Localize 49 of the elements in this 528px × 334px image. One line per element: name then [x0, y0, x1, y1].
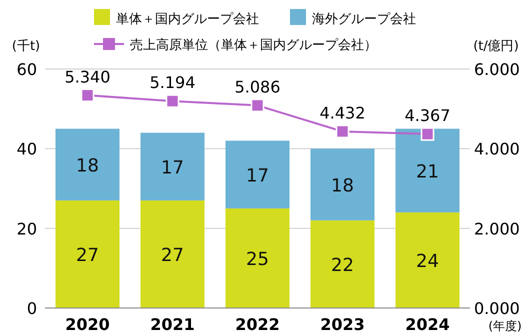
x-tick-label: 2022: [235, 315, 280, 334]
x-tick-label: 2021: [150, 315, 195, 334]
data-label: 24: [416, 251, 439, 272]
data-label: 18: [331, 176, 354, 197]
bar: [396, 128, 460, 212]
bar: [56, 128, 120, 200]
data-label: 4.367: [404, 106, 450, 126]
data-label: 25: [246, 249, 269, 270]
x-tick-label: 2023: [320, 315, 365, 334]
y2-tick-label: 4.000: [474, 140, 520, 159]
y-tick-label: 0: [26, 299, 37, 318]
bar: [140, 132, 204, 200]
y2-tick-label: 2.000: [474, 219, 520, 238]
legend-label: 海外グループ会社: [312, 12, 416, 27]
data-label: 4.432: [320, 103, 366, 122]
data-label: 27: [161, 245, 184, 266]
bar: [226, 208, 290, 308]
data-label: 5.340: [64, 67, 110, 86]
bar: [226, 140, 290, 208]
y-tick-label: 60: [16, 60, 37, 79]
y2-tick-label: 6.000: [474, 60, 520, 79]
data-label: 18: [76, 156, 99, 177]
point: [80, 88, 94, 102]
x-tick-label: 2020: [65, 315, 110, 334]
point: [166, 94, 180, 108]
data-label: 22: [331, 255, 354, 276]
bar: [310, 148, 374, 220]
y-tick-label: 40: [16, 140, 37, 159]
y2-axis-title: (t/億円): [473, 39, 519, 54]
data-label: 5.194: [150, 73, 196, 92]
legend-label: 売上高原単位（単体＋国内グループ会社）: [130, 37, 377, 53]
data-label: 21: [416, 162, 439, 183]
y-tick-label: 20: [16, 219, 37, 238]
bar: [140, 200, 204, 308]
data-label: 27: [76, 245, 99, 266]
point: [250, 98, 264, 112]
data-label: 17: [161, 158, 184, 179]
point: [420, 127, 434, 141]
data-label: 5.086: [234, 77, 280, 96]
legend-label: 単体＋国内グループ会社: [116, 12, 259, 27]
bar: [310, 220, 374, 308]
y2-tick-label: 0.000: [474, 299, 520, 318]
bar: [396, 212, 460, 308]
x-axis-title: (年度): [488, 319, 522, 333]
x-tick-label: 2024: [405, 315, 450, 334]
bar: [56, 200, 120, 308]
data-label: 17: [246, 166, 269, 187]
y-axis-title: (千t): [12, 39, 40, 54]
point: [336, 124, 350, 138]
